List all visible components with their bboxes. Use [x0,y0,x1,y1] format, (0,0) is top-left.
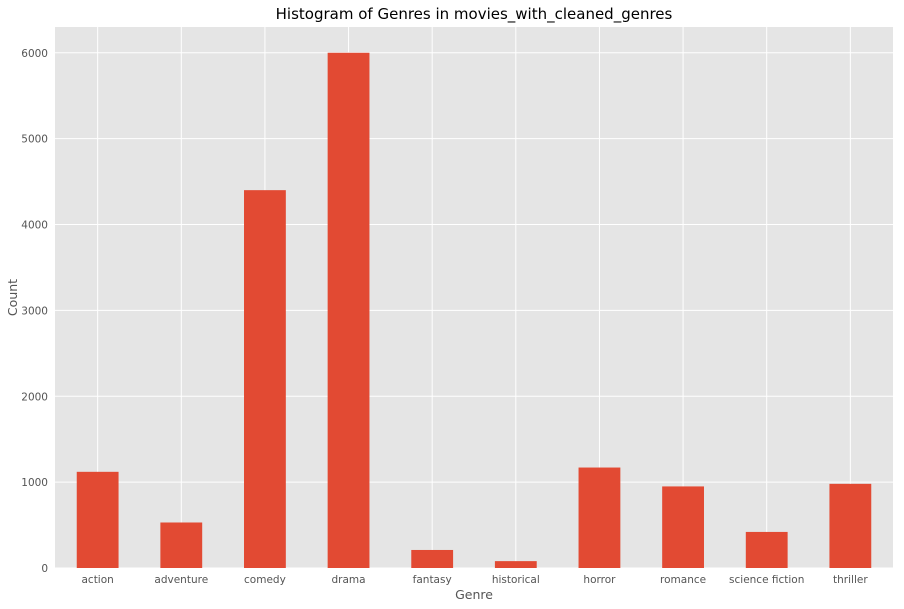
chart-title: Histogram of Genres in movies_with_clean… [276,5,673,24]
bar-thriller [829,483,872,568]
x-tick-label: thriller [833,574,868,586]
y-tick-label: 1000 [21,477,48,489]
bar-science-fiction [745,531,788,568]
bar-romance [662,486,704,568]
x-tick-label: drama [332,574,366,586]
bar-drama [327,52,370,569]
y-tick-label: 2000 [21,391,48,403]
y-tick-label: 4000 [21,220,48,232]
x-tick-labels: action adventure comedy drama fantasy histori… [81,574,868,586]
x-tick-label: action [81,574,113,586]
x-tick-label: adventure [154,574,208,586]
x-tick-label: fantasy [413,574,452,586]
plot-background [55,27,893,568]
x-tick-label: horror [583,574,616,586]
y-axis-label: Count [5,279,20,316]
bars [76,52,872,569]
y-tick-label: 6000 [21,48,48,60]
x-tick-label: historical [492,574,540,586]
bar-historical [494,561,537,568]
x-tick-label: romance [660,574,706,586]
bar-comedy [244,190,286,568]
x-axis-label: Genre [455,587,493,602]
bar-horror [578,467,621,568]
y-tick-label: 5000 [21,134,48,146]
x-tick-label: science fiction [729,574,804,586]
y-tick-labels: 0 1000 2000 3000 4000 5000 6000 [21,48,48,575]
bar-action [76,471,119,568]
y-tick-label: 3000 [21,305,48,317]
y-tick-label: 0 [41,563,48,575]
x-tick-label: comedy [244,574,286,586]
bar-adventure [160,522,203,568]
bar-fantasy [411,549,454,568]
